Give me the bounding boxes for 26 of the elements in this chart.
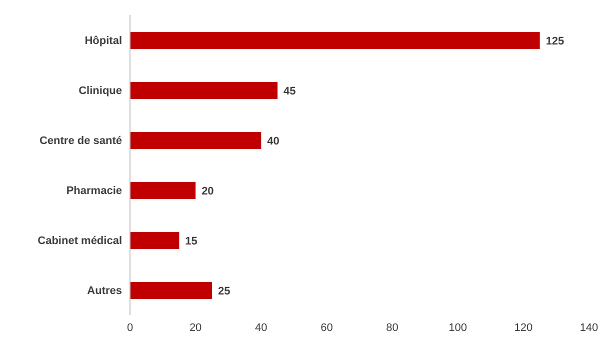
data-label: 25 [218, 285, 230, 298]
data-label: 15 [185, 235, 198, 248]
y-tick-label: Pharmacie [66, 184, 122, 197]
x-tick-label: 40 [255, 322, 268, 334]
y-tick-label: Hôpital [84, 34, 122, 47]
data-label: 45 [284, 85, 296, 98]
x-tick-label: 140 [580, 322, 598, 334]
bar [130, 232, 180, 249]
x-tick-label: 60 [320, 322, 333, 334]
bar [130, 182, 196, 199]
x-tick-label: 20 [189, 322, 202, 334]
x-tick-label: 0 [126, 322, 134, 334]
y-tick-label: Clinique [78, 84, 122, 97]
x-tick-label: 100 [448, 322, 468, 334]
y-tick-label: Centre de santé [39, 134, 122, 147]
bar [130, 82, 278, 99]
bar [130, 282, 212, 299]
bar [130, 132, 262, 149]
bar [130, 32, 540, 49]
data-label: 40 [267, 135, 280, 148]
data-label: 125 [546, 35, 564, 48]
x-tick-label: 80 [386, 322, 398, 334]
data-label: 20 [202, 185, 214, 198]
y-tick-label: Cabinet médical [38, 234, 122, 247]
y-tick-label: Autres [87, 284, 122, 297]
x-tick-label: 120 [514, 322, 533, 334]
